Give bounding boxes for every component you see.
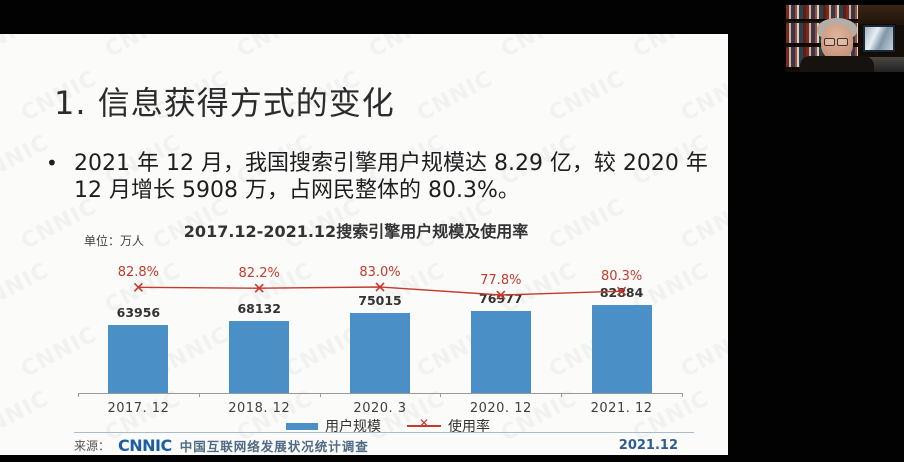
webcam-monitor (862, 24, 896, 53)
legend-label: 使用率 (448, 419, 490, 435)
x-axis-tick (78, 393, 79, 397)
presentation-slide: CNNIC CNNIC CNNIC CNNIC CNNIC CNNIC CNNIC CNNIC… (0, 34, 728, 455)
x-tick-label: 2020. 3 (353, 401, 407, 416)
bullet-marker: • (46, 151, 58, 175)
usage-rate-label: 77.8% (480, 273, 522, 288)
slide-footer: 来源： CNNIC 中国互联网络发展状况统计调查 (74, 435, 694, 455)
source-prefix-label: 来源： (74, 438, 111, 453)
usage-rate-marker (617, 286, 627, 296)
legend-line-swatch: ✕ (407, 416, 441, 430)
bar-2 (350, 313, 410, 393)
bullet-item: • 2021 年 12 月，我国搜索引擎用户规模达 8.29 亿，较 2020 … (46, 150, 708, 204)
legend-label: 用户规模 (325, 419, 381, 435)
legend-item-usage-rate: ✕ 使用率 (407, 416, 490, 436)
chart-legend: 用户规模 ✕ 使用率 (24, 416, 728, 436)
bar-4 (591, 305, 652, 393)
usage-rate-label: 80.3% (600, 269, 643, 285)
x-axis-tick (440, 393, 441, 397)
bar-value-label: 63956 (116, 305, 161, 320)
footer-divider (74, 432, 694, 433)
source-name-label: 中国互联网络发展状况统计调查 (179, 438, 369, 454)
bar-0 (108, 325, 169, 393)
bullet-line-2: 12 月增长 5908 万，占网民整体的 80.3%。 (74, 178, 520, 203)
chart-title: 2017.12-2021.12搜索引擎用户规模及使用率 (183, 222, 529, 241)
x-axis-tick (320, 393, 321, 397)
presenter-shoulders (800, 56, 874, 72)
usage-rate-line (133, 282, 627, 300)
bar-value-label: 75015 (358, 293, 402, 308)
x-axis-tick (561, 393, 562, 397)
bar-1 (229, 321, 290, 393)
x-tick-label: 2020. 12 (469, 401, 532, 416)
x-tick-label: 2021. 12 (590, 401, 653, 416)
usage-rate-marker (133, 282, 143, 292)
combo-chart: 2017.12-2021.12搜索引擎用户规模及使用率 单位：万人 63956 8… (0, 34, 728, 455)
chart-unit-label: 单位：万人 (84, 234, 145, 248)
x-axis-line (78, 393, 682, 394)
bookshelf-row (786, 5, 858, 21)
cnnic-logo: CNNIC (118, 435, 172, 455)
bar-value-label: 68132 (237, 301, 281, 316)
usage-rate-label: 83.0% (359, 265, 401, 280)
x-axis-tick (682, 393, 683, 397)
bullet-line-1: 2021 年 12 月，我国搜索引擎用户规模达 8.29 亿，较 2020 年 (74, 151, 708, 176)
usage-rate-label: 82.2% (238, 266, 280, 282)
usage-rate-marker (254, 283, 264, 293)
x-axis-tick (199, 393, 200, 397)
legend-bar-swatch (286, 422, 318, 430)
x-tick-label: 2017. 12 (107, 401, 170, 416)
usage-rate-marker (375, 282, 385, 292)
slide-title: 1. 信息获得方式的变化 (54, 84, 395, 122)
bar-3 (470, 311, 531, 393)
glasses-icon (824, 37, 850, 46)
usage-rate-marker (496, 290, 506, 300)
presenter-avatar (786, 5, 904, 72)
webcam-monitor-screen (865, 27, 893, 50)
x-tick-label: 2018. 12 (228, 401, 291, 416)
webcam-tile[interactable] (786, 5, 904, 72)
slide-date-label: 2021.12 (618, 438, 678, 453)
usage-rate-label: 82.8% (117, 265, 160, 281)
legend-item-users: 用户规模 (286, 416, 381, 436)
bar-value-label: 82884 (599, 285, 644, 300)
presenter-face (821, 24, 853, 60)
chart-plot-area: 63956 82.8% 2017. 12 68132 82.2% 2018. 12 7501… (78, 250, 683, 416)
